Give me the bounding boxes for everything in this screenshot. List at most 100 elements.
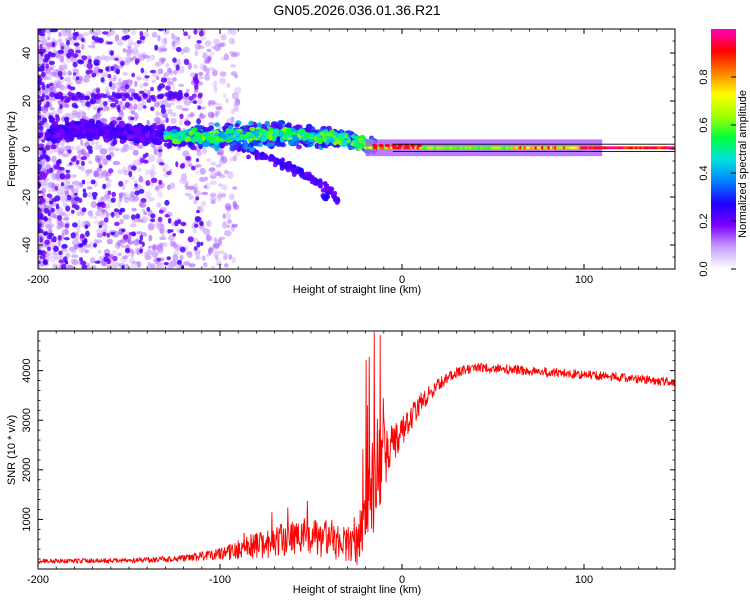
heatmap-cell: [80, 156, 87, 161]
heatmap-cell: [102, 183, 107, 190]
heatmap-cell: [233, 51, 240, 57]
heatmap-cell: [59, 55, 65, 63]
heatmap-cell: [239, 134, 245, 139]
heatmap-cell: [138, 188, 145, 194]
heatmap-cell: [53, 164, 60, 170]
heatmap-cell: [149, 69, 157, 74]
heatmap-cell: [70, 232, 76, 239]
heatmap-cell: [219, 77, 226, 85]
heatmap-cell: [169, 240, 176, 247]
heatmap-cell: [263, 153, 268, 159]
heatmap-cell: [84, 131, 92, 137]
heatmap-cell: [247, 142, 255, 148]
heatmap-cell: [193, 199, 198, 205]
heatmap-cell: [121, 130, 128, 136]
heatmap-cell: [120, 60, 125, 67]
heatmap-cell: [71, 109, 78, 116]
heatmap-cell: [138, 177, 144, 182]
heatmap-cell: [499, 146, 503, 150]
heatmap-cell: [183, 58, 190, 65]
heatmap-cell: [44, 239, 50, 245]
heatmap-cell: [38, 143, 45, 148]
heatmap-cell: [192, 100, 198, 105]
heatmap-cell: [57, 50, 64, 54]
heatmap-cell: [89, 131, 97, 137]
heatmap-cell: [122, 72, 128, 76]
heatmap-cell: [78, 110, 84, 115]
heatmap-cell: [100, 170, 104, 178]
heatmap-cell: [97, 128, 105, 136]
heatmap-cell: [457, 146, 462, 150]
heatmap-cell: [150, 213, 156, 219]
heatmap-cell: [211, 265, 216, 269]
heatmap-cell: [51, 252, 59, 256]
heatmap-cell: [275, 141, 282, 147]
heatmap-cell: [61, 144, 65, 150]
heatmap-cell: [206, 253, 210, 257]
heatmap-cell: [272, 157, 278, 163]
heatmap-cell: [229, 157, 235, 162]
heatmap-cell: [121, 244, 125, 248]
heatmap-cell: [95, 211, 101, 217]
heatmap-cell: [212, 69, 218, 77]
heatmap-cell: [50, 144, 57, 150]
heatmap-cell: [79, 233, 85, 239]
heatmap-cell: [156, 121, 161, 125]
heatmap-cell: [164, 199, 170, 206]
x-tick-label: -200: [27, 574, 49, 586]
heatmap-cell: [117, 94, 123, 99]
heatmap-cell: [169, 91, 175, 96]
heatmap-cell: [188, 263, 196, 268]
heatmap-cell: [174, 220, 179, 227]
heatmap-cell: [188, 96, 194, 101]
heatmap-cell: [119, 207, 126, 213]
heatmap-cell: [63, 99, 70, 103]
heatmap-cell: [228, 254, 233, 260]
heatmap-cell: [199, 167, 206, 175]
heatmap-cell: [420, 146, 424, 150]
heatmap-cell: [38, 106, 42, 112]
heatmap-cell: [224, 263, 229, 268]
y-tick-label: -40: [21, 237, 33, 253]
heatmap-cell: [277, 124, 283, 131]
heatmap-cell: [606, 146, 610, 150]
heatmap-cell: [119, 218, 124, 225]
heatmap-cell: [55, 114, 60, 118]
heatmap-cell: [170, 117, 177, 125]
heatmap-cell: [175, 161, 179, 168]
heatmap-cell: [172, 233, 176, 237]
heatmap-cell: [554, 146, 558, 150]
heatmap-cell: [584, 146, 588, 150]
heatmap-cell: [256, 122, 262, 128]
heatmap-cell: [340, 133, 346, 138]
heatmap-cell: [58, 166, 65, 171]
heatmap-cell: [161, 42, 166, 50]
heatmap-cell: [150, 177, 158, 183]
heatmap-cell: [44, 154, 49, 160]
heatmap-cell: [137, 168, 143, 172]
y-tick-label: 4000: [21, 358, 33, 382]
heatmap-cell: [156, 94, 162, 100]
heatmap-cell: [202, 51, 208, 58]
heatmap-cell: [204, 73, 211, 81]
heatmap-cell: [157, 29, 165, 32]
heatmap-cell: [48, 167, 54, 174]
heatmap-cell: [130, 191, 136, 198]
heatmap-cell: [191, 93, 197, 98]
heatmap-cell: [267, 126, 274, 132]
heatmap-cell: [223, 252, 228, 259]
heatmap-cell: [177, 92, 183, 97]
heatmap-cell: [38, 260, 41, 265]
heatmap-cell: [163, 100, 170, 106]
heatmap-cell: [61, 188, 69, 192]
heatmap-cell: [53, 80, 57, 88]
heatmap-cell: [86, 121, 92, 127]
heatmap-cell: [218, 174, 226, 179]
heatmap-cell: [564, 146, 569, 150]
snr-panel: -200 -100 0 100 1000 2000 3000 4000 Height of …: [6, 330, 676, 596]
heatmap-cell: [78, 165, 83, 170]
heatmap-cell: [198, 31, 204, 37]
heatmap-cell: [127, 240, 134, 245]
heatmap-cell: [249, 146, 255, 152]
heatmap-cell: [41, 175, 47, 180]
